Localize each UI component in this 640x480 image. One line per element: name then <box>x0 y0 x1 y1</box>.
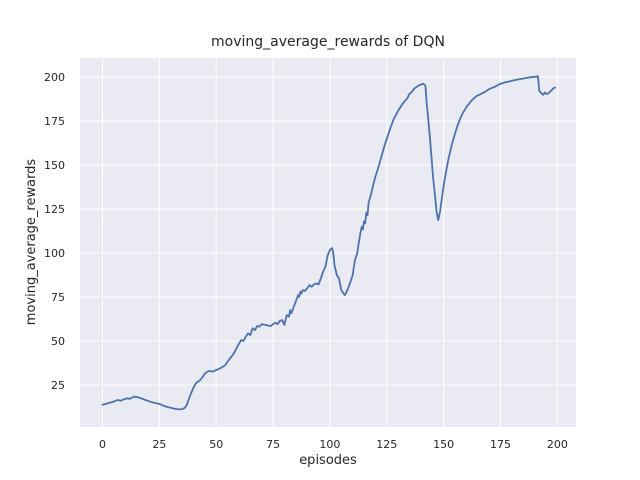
y-axis-label: moving_average_rewards <box>24 159 39 326</box>
x-tick-label: 175 <box>490 438 511 451</box>
plot-area <box>80 58 576 427</box>
x-tick-label: 150 <box>433 438 454 451</box>
y-tick-label: 175 <box>44 115 65 128</box>
y-tick-label: 75 <box>51 291 65 304</box>
reward-line <box>101 75 556 411</box>
x-tick-label: 75 <box>266 438 280 451</box>
x-tick-label: 0 <box>99 438 106 451</box>
x-axis-label: episodes <box>299 453 357 468</box>
y-tick-label: 200 <box>44 71 65 84</box>
y-tick-label: 50 <box>51 335 65 348</box>
x-tick-labels: 0 25 50 75 100 125 150 175 200 <box>99 438 568 451</box>
y-tick-labels: 25 50 75 100 125 150 175 200 <box>44 71 65 392</box>
x-tick-label: 200 <box>547 438 568 451</box>
y-tick-label: 125 <box>44 203 65 216</box>
chart-title: moving_average_rewards of DQN <box>211 34 445 50</box>
x-tick-label: 125 <box>376 438 397 451</box>
y-tick-label: 150 <box>44 159 65 172</box>
y-tick-label: 100 <box>44 247 65 260</box>
x-tick-label: 100 <box>319 438 340 451</box>
x-tick-label: 25 <box>152 438 166 451</box>
x-tick-label: 50 <box>209 438 223 451</box>
y-tick-label: 25 <box>51 379 65 392</box>
